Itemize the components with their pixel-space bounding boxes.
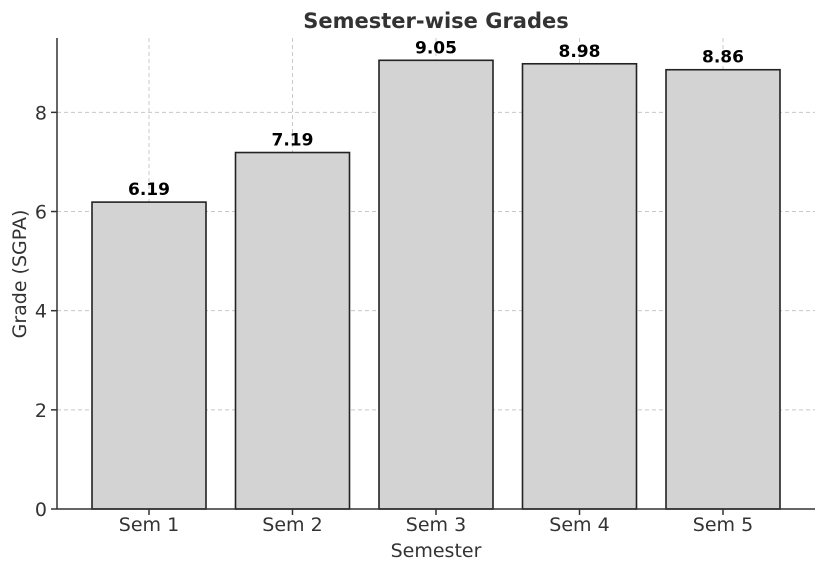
y-tick-label: 8: [35, 102, 47, 124]
x-tick-label: Sem 4: [549, 514, 609, 536]
y-axis-label: Grade (SGPA): [9, 210, 31, 339]
bar-value-label: 7.19: [272, 131, 314, 151]
bar-sem-5: [665, 68, 781, 510]
bar-value-label: 8.98: [559, 42, 601, 62]
chart-title: Semester-wise Grades: [303, 9, 569, 33]
x-axis-label: Semester: [391, 540, 482, 562]
bar-value-label: 9.05: [415, 38, 457, 58]
bar-value-label: 6.19: [128, 180, 170, 200]
x-tick-label: Sem 5: [693, 514, 753, 536]
label-layer: 6.19 7.19 9.05 8.98 8.86: [128, 38, 744, 200]
bar-sem-3: [378, 59, 494, 510]
y-tick-label: 4: [35, 301, 47, 323]
y-tick-label: 2: [35, 400, 47, 422]
x-tick-label: Sem 2: [262, 514, 322, 536]
bar-value-label: 8.86: [702, 48, 744, 68]
y-tick-label: 6: [35, 202, 47, 224]
bar-layer: [91, 59, 781, 510]
y-tick-label: 0: [35, 499, 47, 521]
bar-sem-2: [234, 151, 351, 510]
bar-sem-1: [91, 201, 207, 510]
tick-layer: 0 2 4 6 8 Sem 1 Sem 2 Sem 3 Sem 4 Sem 5: [35, 102, 753, 536]
x-tick-label: Sem 1: [119, 514, 179, 536]
x-tick-label: Sem 3: [406, 514, 466, 536]
bar-sem-4: [521, 62, 638, 510]
